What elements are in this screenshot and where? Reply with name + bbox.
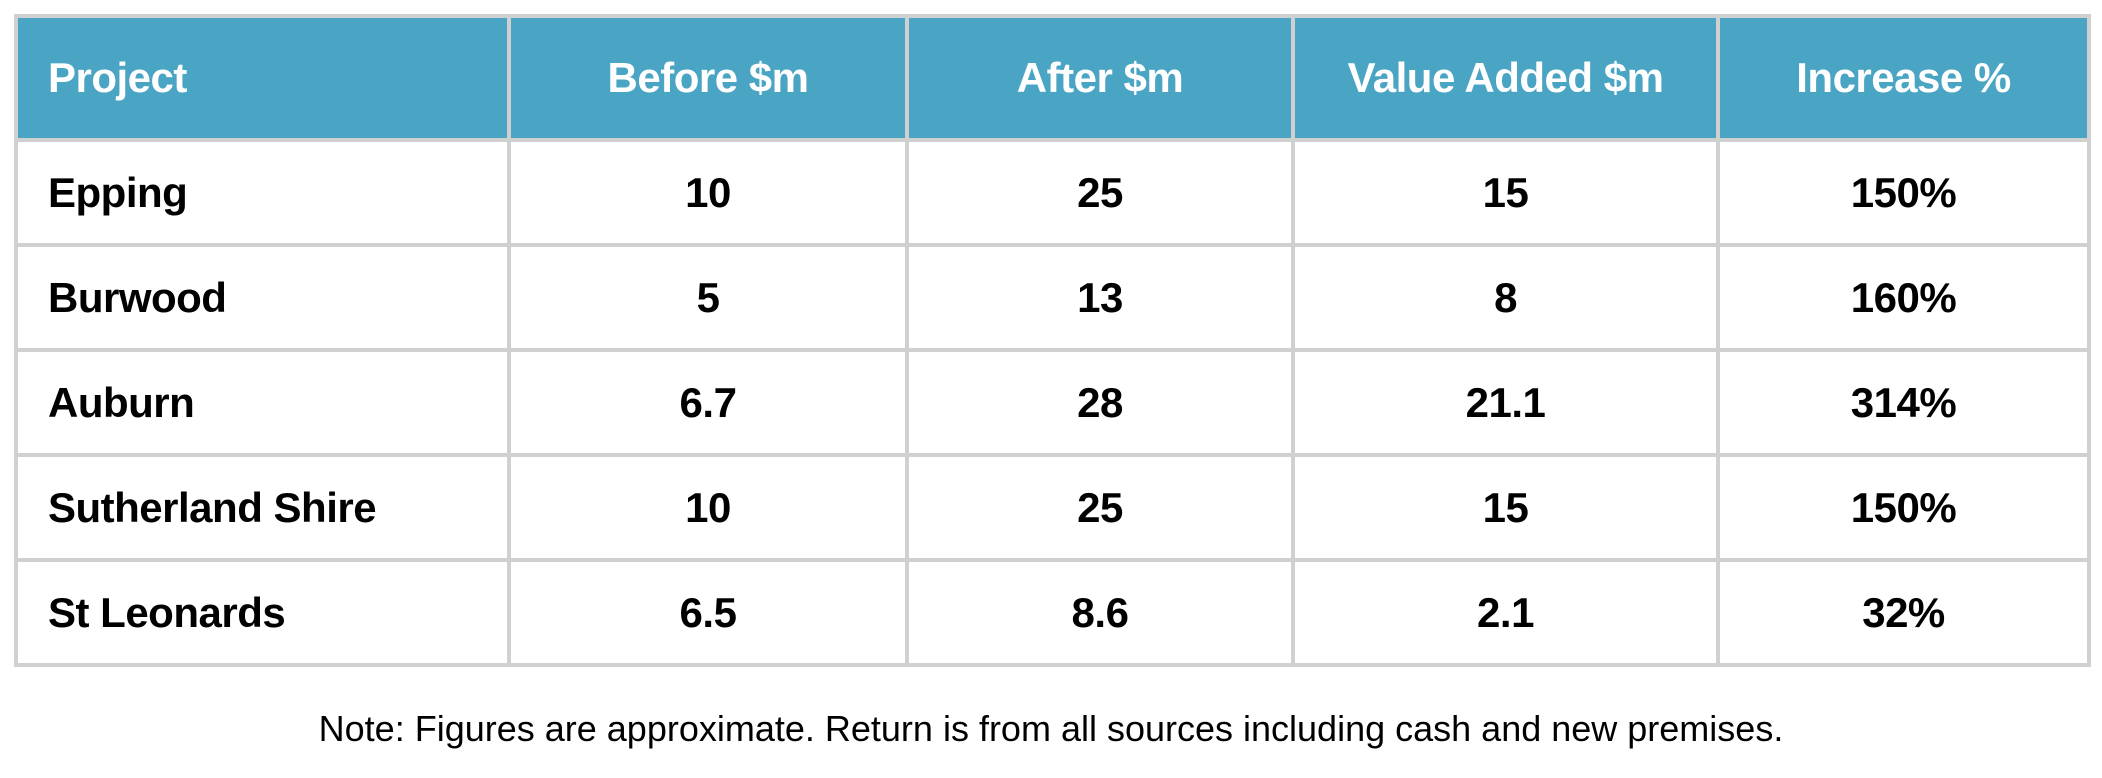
header-cell-value-added: Value Added $m: [1291, 14, 1720, 142]
cell-before: 6.5: [507, 558, 909, 667]
cell-after: 25: [905, 138, 1295, 247]
cell-value-added: 2.1: [1291, 558, 1720, 667]
cell-before: 5: [507, 243, 909, 352]
cell-after: 13: [905, 243, 1295, 352]
cell-project: St Leonards: [14, 558, 511, 667]
header-cell-project: Project: [14, 14, 511, 142]
cell-before: 6.7: [507, 348, 909, 457]
cell-project: Sutherland Shire: [14, 453, 511, 562]
table-row-burwood: Burwood 5 13 8 160%: [14, 243, 2091, 352]
cell-after: 28: [905, 348, 1295, 457]
cell-project: Burwood: [14, 243, 511, 352]
table-row-epping: Epping 10 25 15 150%: [14, 138, 2091, 247]
header-cell-after: After $m: [905, 14, 1295, 142]
cell-increase: 150%: [1716, 138, 2091, 247]
cell-value-added: 8: [1291, 243, 1720, 352]
cell-after: 25: [905, 453, 1295, 562]
cell-increase: 160%: [1716, 243, 2091, 352]
cell-value-added: 15: [1291, 138, 1720, 247]
table-row-sutherland-shire: Sutherland Shire 10 25 15 150%: [14, 453, 2091, 562]
header-cell-before: Before $m: [507, 14, 909, 142]
header-cell-increase: Increase %: [1716, 14, 2091, 142]
cell-increase: 32%: [1716, 558, 2091, 667]
header-row: Project Before $m After $m Value Added $…: [14, 14, 2091, 142]
note-text: Note: Figures are approximate. Return is…: [318, 708, 1784, 749]
cell-increase: 150%: [1716, 453, 2091, 562]
table-row-auburn: Auburn 6.7 28 21.1 314%: [14, 348, 2091, 457]
cell-before: 10: [507, 138, 909, 247]
cell-before: 10: [507, 453, 909, 562]
cell-project: Epping: [14, 138, 511, 247]
cell-value-added: 21.1: [1291, 348, 1720, 457]
cell-increase: 314%: [1716, 348, 2091, 457]
cell-project: Auburn: [14, 348, 511, 457]
cell-after: 8.6: [905, 558, 1295, 667]
value-added-table: Project Before $m After $m Value Added $…: [14, 14, 2091, 667]
table-row-st-leonards: St Leonards 6.5 8.6 2.1 32%: [14, 558, 2091, 667]
cell-value-added: 15: [1291, 453, 1720, 562]
